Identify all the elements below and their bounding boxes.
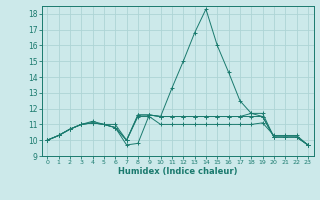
X-axis label: Humidex (Indice chaleur): Humidex (Indice chaleur) [118,167,237,176]
